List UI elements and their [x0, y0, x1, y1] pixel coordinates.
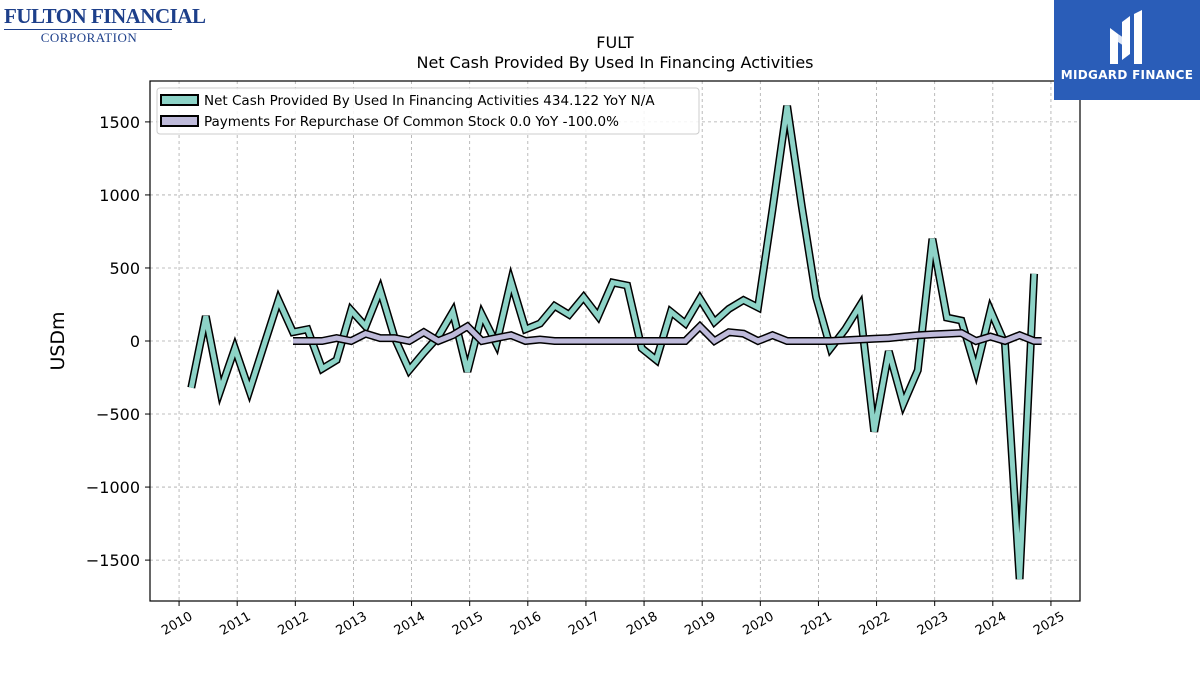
legend-label: Net Cash Provided By Used In Financing A… — [204, 93, 655, 109]
y-axis-label: USDm — [47, 311, 69, 370]
series-0 — [187, 105, 1039, 580]
x-tick-label: 2020 — [740, 609, 776, 639]
x-tick-label: 2013 — [334, 609, 370, 639]
series-layer — [187, 105, 1042, 580]
x-tick-label: 2023 — [915, 609, 951, 639]
y-tick-label: −1000 — [86, 478, 140, 497]
x-tick-label: 2022 — [857, 609, 893, 639]
x-tick-label: 2016 — [508, 609, 544, 639]
x-tick-label: 2017 — [566, 609, 602, 639]
x-tick-label: 2024 — [973, 609, 1009, 639]
y-tick-label: −1500 — [86, 551, 140, 570]
logo-right-name: MIDGARD FINANCE — [1060, 68, 1194, 82]
legend-swatch — [160, 115, 199, 127]
plot-frame — [149, 80, 1081, 602]
series-1 — [293, 320, 1042, 347]
logo-left-subname: CORPORATION — [40, 30, 138, 45]
series-line — [188, 105, 1037, 580]
x-tick-label: 2014 — [392, 609, 428, 639]
x-tick-label: 2015 — [450, 609, 486, 639]
fulton-financial-logo: FULTON FINANCIAL CORPORATION — [4, 4, 206, 48]
legend-label: Payments For Repurchase Of Common Stock … — [204, 114, 619, 130]
x-axis-ticks: 2010 2011 2012 2013 2014 2015 2016 2017 2018 2019… — [159, 601, 1067, 639]
y-tick-label: 0 — [130, 332, 140, 351]
x-tick-label: 2025 — [1031, 609, 1067, 639]
y-tick-label: 1500 — [99, 113, 140, 132]
series-line — [293, 322, 1042, 345]
x-tick-label: 2021 — [799, 609, 835, 639]
logo-left-name: FULTON FINANCIAL — [4, 4, 206, 28]
midgard-finance-logo: MIDGARD FINANCE — [1054, 0, 1200, 100]
x-tick-label: 2010 — [159, 609, 195, 639]
chart-subtitle: Net Cash Provided By Used In Financing A… — [416, 53, 813, 72]
midgard-logo-mark-icon — [1110, 10, 1142, 64]
legend-swatch — [160, 94, 199, 106]
y-axis-ticks: −1500 −1000 −500 0 500 1000 1500 — [86, 113, 150, 570]
x-tick-label: 2018 — [624, 609, 660, 639]
x-tick-label: 2012 — [275, 609, 311, 639]
y-tick-label: 1000 — [99, 186, 140, 205]
legend: Net Cash Provided By Used In Financing A… — [156, 87, 700, 135]
legend-box — [156, 87, 700, 135]
chart-title: FULT — [596, 33, 634, 52]
logo-left-rule — [4, 29, 172, 30]
x-tick-label: 2019 — [682, 609, 718, 639]
y-tick-label: −500 — [96, 405, 140, 424]
y-tick-label: 500 — [109, 259, 140, 278]
x-tick-label: 2011 — [217, 609, 253, 639]
